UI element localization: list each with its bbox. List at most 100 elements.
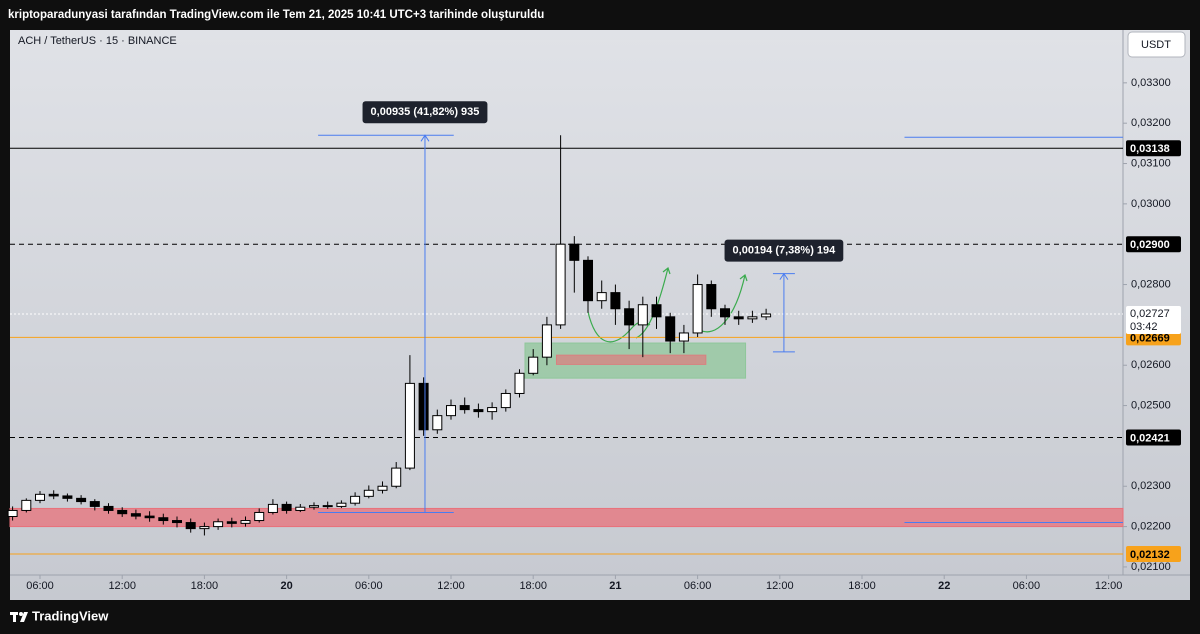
candle-body: [569, 243, 580, 261]
y-tick-label: 0,03200: [1131, 117, 1171, 129]
y-tick-label: 0,02200: [1131, 520, 1171, 532]
x-tick-label: 12:00: [437, 580, 465, 592]
y-tick-label: 0,02100: [1131, 561, 1171, 573]
candle-body: [240, 520, 251, 524]
candle-body: [637, 304, 648, 326]
logo: [10, 612, 28, 622]
measurement: 0,00935 (41,82%) 935: [318, 101, 488, 513]
y-tick-label: 0,03000: [1131, 198, 1171, 210]
candle-body: [377, 485, 388, 491]
price-badge-label: 0,02421: [1130, 432, 1170, 444]
candle-body: [322, 505, 333, 508]
price-badge-label: 0,02900: [1130, 239, 1170, 251]
measurement: 0,00194 (7,38%) 194: [724, 239, 844, 353]
drawings: [9, 136, 1124, 528]
zone: [555, 354, 707, 365]
y-tick-label: 0,02500: [1131, 399, 1171, 411]
symbol-title: ACH / TetherUS · 15 · BINANCE: [18, 35, 177, 47]
candle-body: [418, 382, 429, 431]
candle-body: [514, 372, 525, 394]
candle-body: [62, 495, 73, 499]
x-tick-label: 06:00: [355, 580, 383, 592]
current-price-label: 0,02727: [1130, 308, 1170, 320]
y-tick-label: 0,03300: [1131, 77, 1171, 89]
candle-body: [350, 495, 361, 504]
candle-body: [7, 509, 18, 518]
candle-body: [692, 284, 703, 334]
x-tick-label: 06:00: [1013, 580, 1041, 592]
zone: [9, 507, 1124, 528]
candle-body: [733, 316, 744, 320]
candle-body: [665, 316, 676, 342]
candle-body: [747, 316, 758, 320]
measure-label-box: [724, 239, 844, 262]
candle-body: [226, 521, 237, 524]
candle-body: [185, 522, 196, 530]
x-tick-label: 06:00: [684, 580, 712, 592]
candle-body: [336, 502, 347, 507]
candle-body: [446, 405, 457, 417]
price-badge-label: 0,03138: [1130, 143, 1170, 155]
footer-brand: TradingView: [32, 608, 109, 623]
candle-body: [103, 505, 114, 511]
price-badge-label: 0,02132: [1130, 549, 1170, 561]
price-badge: [1126, 546, 1181, 563]
price-badge: [1126, 429, 1181, 446]
pane: [10, 30, 1190, 600]
logo-part: [20, 612, 28, 622]
measure-label: 0,00935 (41,82%) 935: [371, 106, 480, 118]
candle-body: [130, 513, 141, 517]
current-price-badge: [1126, 305, 1181, 334]
candle-body: [213, 521, 224, 528]
x-tick-label: 22: [938, 580, 950, 592]
candle-body: [596, 292, 607, 302]
y-tick-label: 0,02600: [1131, 359, 1171, 371]
candle-body: [281, 503, 292, 511]
countdown: 03:42: [1130, 321, 1158, 333]
candle-body: [35, 493, 46, 501]
candle-body: [583, 259, 594, 302]
candle-body: [199, 526, 210, 530]
x-tick-label: 12:00: [108, 580, 136, 592]
candle-body: [254, 511, 265, 522]
x-tick-label: 06:00: [26, 580, 54, 592]
candle-body: [117, 509, 128, 515]
measure-label: 0,00194 (7,38%) 194: [733, 245, 837, 257]
candle-body: [295, 506, 306, 511]
candle-body: [528, 356, 539, 374]
currency-label[interactable]: USDT: [1141, 39, 1171, 51]
candle-body: [391, 467, 402, 487]
header-title: kriptoparadunyasi tarafından TradingView…: [8, 9, 544, 21]
logo-part: [13, 615, 16, 622]
candle-body: [432, 415, 443, 431]
candle-body: [651, 304, 662, 318]
y-tick-label: 0,02300: [1131, 480, 1171, 492]
x-tick-label: 18:00: [848, 580, 876, 592]
x-tick-label: 12:00: [1095, 580, 1123, 592]
candle-body: [76, 497, 87, 503]
price-badge: [1126, 236, 1181, 253]
logo-part: [10, 612, 18, 615]
logo-part: [19, 612, 23, 616]
candle-body: [720, 308, 731, 318]
measure-label-box: [362, 101, 488, 124]
price-badge: [1126, 140, 1181, 157]
y-tick-label: 0,03100: [1131, 157, 1171, 169]
price-badge-label: 0,02669: [1130, 332, 1170, 344]
candle-body: [541, 324, 552, 358]
measure-arrow: [420, 134, 430, 142]
candle-body: [473, 409, 484, 413]
candle-body: [172, 520, 183, 524]
candle-body: [459, 405, 470, 411]
x-tick-label: 18:00: [519, 580, 547, 592]
candle-body: [678, 332, 689, 342]
currency-button[interactable]: [1127, 31, 1186, 58]
candle-body: [706, 284, 717, 310]
candle-body: [363, 489, 374, 497]
candle-body: [404, 382, 415, 469]
candle-body: [158, 517, 169, 522]
candle-body: [610, 292, 621, 310]
candle-body: [309, 505, 320, 508]
